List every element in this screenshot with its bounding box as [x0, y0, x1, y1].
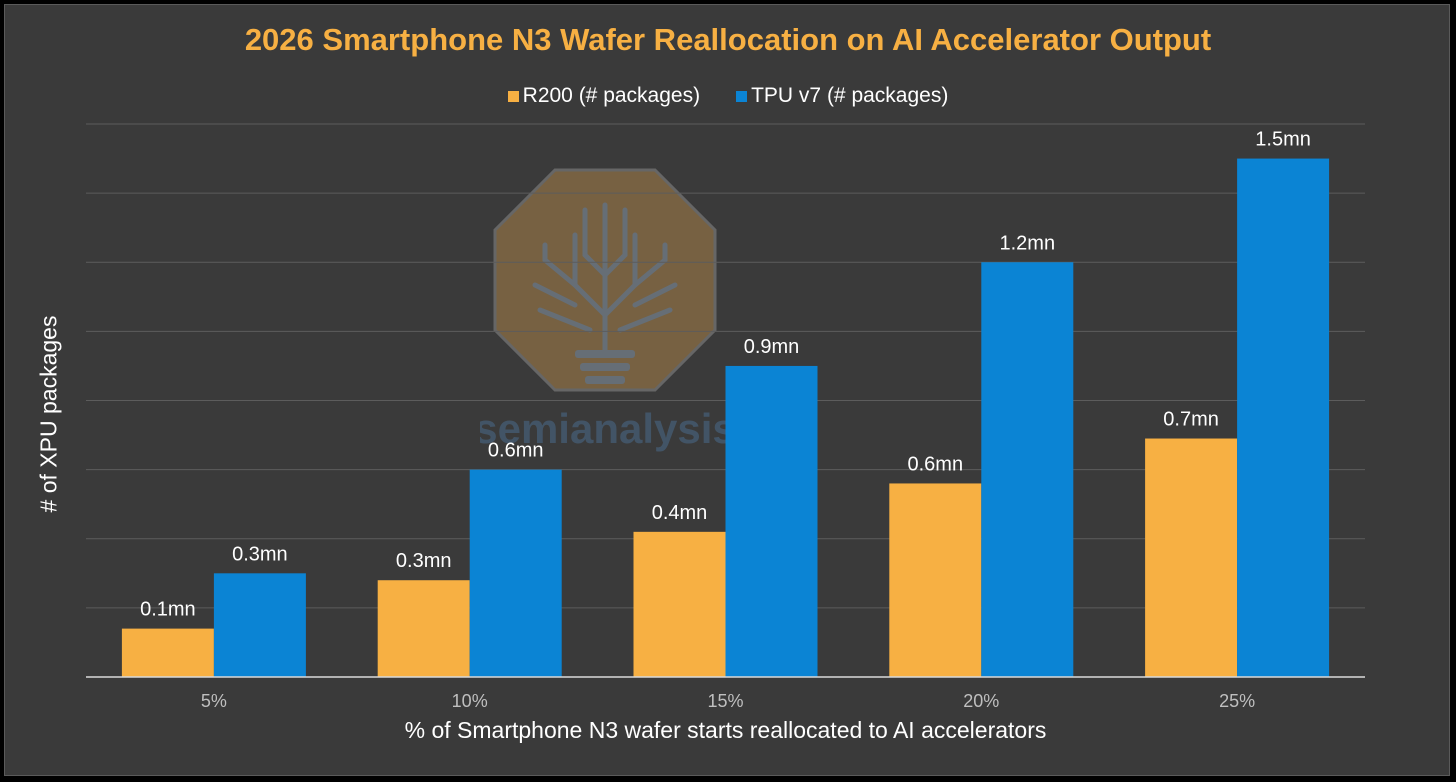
bar-r200	[889, 483, 982, 677]
x-axis-label: % of Smartphone N3 wafer starts realloca…	[404, 717, 1047, 743]
semianalysis-watermark: semianalysis	[480, 168, 730, 452]
x-tick-label: 5%	[201, 691, 227, 711]
data-label: 0.9mn	[744, 336, 800, 358]
x-tick-label: 25%	[1219, 691, 1255, 711]
x-tick-label: 10%	[452, 691, 488, 711]
tree-lightbulb-logo-icon	[493, 168, 717, 392]
bar-tpu-v7	[725, 365, 818, 677]
bar-r200	[377, 580, 470, 677]
x-tick-label: 20%	[963, 691, 999, 711]
legend-label-tpu-v7: TPU v7 (# packages)	[751, 84, 949, 107]
chart-title: 2026 Smartphone N3 Wafer Reallocation on…	[244, 22, 1212, 57]
y-axis-label: # of XPU packages	[35, 315, 62, 513]
bar-tpu-v7	[469, 469, 562, 677]
legend-item-r200: R200 (# packages)	[507, 84, 701, 108]
chart-legend: R200 (# packages) TPU v7 (# packages)	[0, 84, 1456, 108]
data-label: 0.6mn	[488, 440, 544, 462]
legend-swatch-tpu-v7	[736, 90, 748, 102]
legend-swatch-r200	[507, 90, 519, 102]
bar-tpu-v7	[981, 262, 1074, 677]
data-label: 0.4mn	[652, 502, 708, 524]
bar-r200	[1145, 438, 1238, 677]
data-label: 1.5mn	[1255, 129, 1311, 151]
data-label: 0.3mn	[396, 550, 452, 572]
bar-tpu-v7	[213, 573, 306, 677]
watermark-text: semianalysis	[480, 405, 730, 452]
data-label: 0.6mn	[908, 453, 964, 475]
bar-r200	[633, 531, 726, 677]
data-label: 0.1mn	[140, 599, 196, 621]
x-tick-label: 15%	[707, 691, 743, 711]
legend-item-tpu-v7: TPU v7 (# packages)	[736, 84, 948, 108]
data-label: 1.2mn	[1000, 232, 1056, 254]
legend-label-r200: R200 (# packages)	[522, 84, 701, 107]
bar-r200	[121, 628, 214, 677]
data-label: 0.3mn	[232, 543, 288, 565]
data-label: 0.7mn	[1163, 409, 1219, 431]
bar-tpu-v7	[1237, 158, 1330, 677]
